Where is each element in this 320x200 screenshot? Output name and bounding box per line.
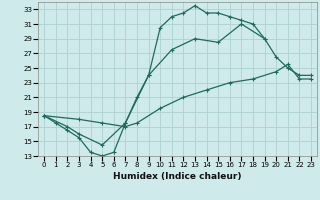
X-axis label: Humidex (Indice chaleur): Humidex (Indice chaleur) <box>113 172 242 181</box>
